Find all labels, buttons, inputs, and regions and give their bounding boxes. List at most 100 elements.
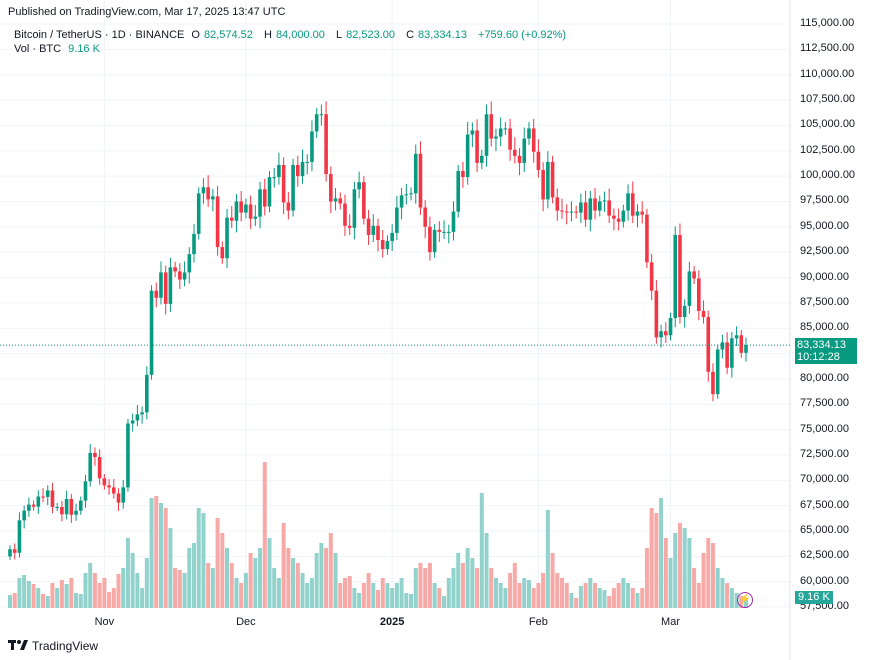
candle-body: [333, 198, 338, 202]
volume-bar: [460, 563, 465, 608]
candle-body: [17, 520, 22, 553]
volume-bar: [597, 588, 602, 608]
volume-bar: [668, 558, 673, 608]
candle-body: [522, 138, 527, 163]
y-tick-label: 107,500.00: [800, 93, 856, 106]
volume-bar: [531, 588, 536, 608]
volume-bar: [17, 578, 22, 608]
candle-body: [385, 240, 390, 250]
volume-bar: [729, 588, 734, 608]
volume-bar: [701, 553, 706, 608]
candle-body: [300, 161, 305, 177]
volume-bar: [210, 568, 215, 608]
volume-bar: [144, 558, 149, 608]
volume-bar: [69, 578, 74, 608]
y-tick-label: 95,000.00: [800, 219, 849, 232]
volume-bar: [234, 578, 239, 608]
candle-body: [244, 204, 248, 213]
candle-body: [262, 189, 267, 207]
candle-body: [569, 211, 574, 213]
volume-bar: [715, 568, 720, 608]
candle-body: [12, 549, 17, 553]
candle-body: [720, 342, 725, 350]
volume-bar: [130, 553, 135, 608]
candle-body: [668, 318, 673, 336]
volume-bar: [111, 588, 116, 608]
volume-bar: [253, 558, 258, 608]
candle-body: [83, 481, 88, 501]
volume-bar: [305, 583, 310, 608]
candle-body: [140, 412, 144, 415]
candle-body: [286, 202, 291, 211]
volume-bar: [503, 588, 508, 608]
volume-bar: [621, 578, 626, 608]
volume-bar: [262, 462, 267, 608]
candle-body: [706, 317, 711, 372]
candle-body: [50, 490, 55, 507]
tradingview-logo[interactable]: TradingView: [8, 639, 98, 653]
volume-bar: [682, 528, 687, 608]
candle-body: [480, 155, 484, 163]
candle-body: [711, 371, 715, 395]
volume-bar: [692, 568, 697, 608]
candle-body: [248, 204, 253, 219]
candle-body: [310, 131, 314, 162]
candle-body: [295, 164, 300, 177]
candle-body: [659, 331, 663, 338]
candle-body: [503, 128, 508, 130]
candle-body: [41, 496, 45, 498]
candle-body: [201, 187, 206, 194]
volume-bar: [333, 553, 338, 608]
y-tick-label: 62,500.00: [800, 549, 849, 562]
candle-body: [74, 510, 78, 515]
candle-body: [645, 214, 649, 263]
volume-bar: [78, 594, 83, 608]
volume-bar: [489, 568, 494, 608]
lightning-icon[interactable]: ⚡: [737, 592, 753, 608]
candle-body: [418, 153, 423, 208]
candle-body: [55, 506, 59, 508]
volume-bar: [26, 581, 31, 608]
candle-body: [145, 374, 149, 413]
y-tick-label: 85,000.00: [800, 321, 849, 334]
candle-body: [196, 193, 201, 234]
volume-bar: [376, 590, 381, 608]
volume-bar: [291, 558, 296, 608]
candle-body: [451, 211, 456, 232]
volume-bar: [281, 523, 286, 608]
candle-body: [178, 271, 182, 280]
candle-body: [159, 272, 163, 298]
volume-bar: [229, 563, 234, 608]
volume-bar: [177, 570, 182, 608]
volume-bar: [314, 553, 319, 608]
published-caption: Published on TradingView.com, Mar 17, 20…: [8, 6, 286, 18]
volume-bar: [366, 573, 371, 608]
low-value: 82,523.00: [346, 29, 395, 41]
candle-body: [673, 234, 678, 319]
volume-bar: [201, 513, 206, 608]
volume-bar: [215, 518, 220, 608]
candle-body: [357, 182, 361, 190]
candle-body: [45, 490, 50, 497]
y-tick-label: 110,000.00: [800, 67, 855, 80]
volume-bar: [413, 568, 418, 608]
y-tick-label: 80,000.00: [800, 371, 849, 384]
candle-body: [583, 202, 588, 220]
volume-bar: [338, 583, 343, 608]
volume-bar: [272, 568, 277, 608]
volume-bar: [300, 573, 305, 608]
candle-body: [470, 130, 475, 135]
candle-body: [154, 290, 159, 298]
volume-bar: [437, 588, 442, 608]
candle-body: [234, 201, 239, 221]
volume-bar: [239, 583, 244, 608]
symbol-label[interactable]: Bitcoin / TetherUS · 1D · BINANCE: [14, 29, 185, 41]
volume-bar: [508, 573, 513, 608]
volume-bar: [248, 553, 253, 608]
volume-bar: [295, 563, 300, 608]
close-value: 83,334.13: [418, 29, 467, 41]
volume-bar: [319, 543, 324, 608]
volume-bar: [88, 563, 93, 608]
volume-bar: [276, 578, 281, 608]
